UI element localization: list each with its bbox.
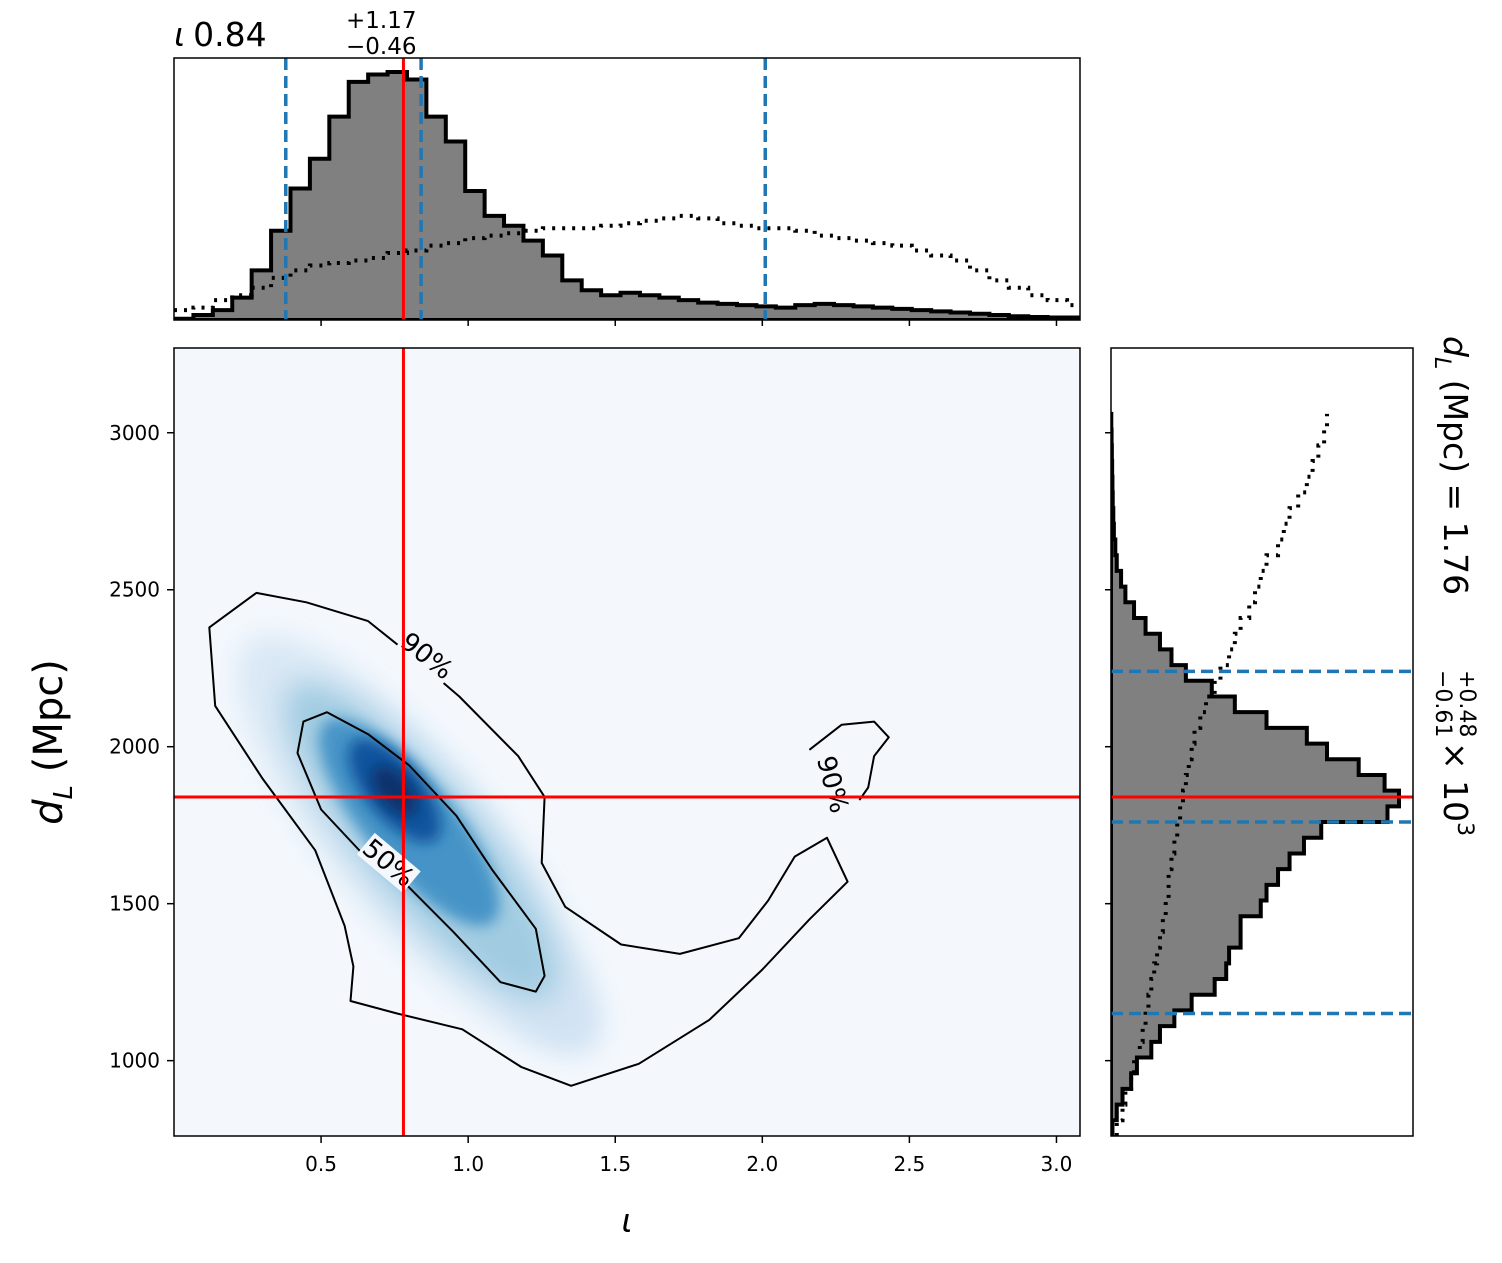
right-title-upper-error: +0.48 xyxy=(1454,670,1479,737)
top-panel-title: ι 0.84 xyxy=(174,15,267,54)
x-axis-label: ι xyxy=(621,1201,632,1240)
density-blobs xyxy=(236,634,602,1055)
truth-crosshair xyxy=(174,348,1080,1136)
contour-50 xyxy=(296,711,546,993)
top-panel-frame xyxy=(173,57,1081,321)
title-upper-error: +1.17 xyxy=(346,8,416,34)
right-histogram-content xyxy=(1111,411,1413,1136)
title-value: 0.84 xyxy=(193,15,266,54)
y-tick-label-3: 2500 xyxy=(109,578,160,602)
right-panel-title: dL (Mpc) = 1.76 +0.48 −0.61 × 103 xyxy=(1429,336,1479,836)
right-marginal-panel: dL (Mpc) = 1.76 +0.48 −0.61 × 103 xyxy=(1105,336,1479,1137)
contour-90-island xyxy=(808,720,890,801)
top-panel-ticks xyxy=(320,320,1058,326)
right-posterior-histogram xyxy=(1111,411,1401,1136)
x-tick-label-2: 1.5 xyxy=(599,1152,631,1176)
right-title-value: (Mpc) = 1.76 xyxy=(1436,369,1475,595)
joint-panel-frame xyxy=(173,347,1081,1137)
y-tick-label-1: 1500 xyxy=(109,892,160,916)
right-panel-ticks xyxy=(1105,432,1111,1062)
top-posterior-histogram xyxy=(174,70,1080,320)
y-axis-label: dL (Mpc) xyxy=(26,659,79,825)
x-tick-label-5: 3.0 xyxy=(1041,1152,1073,1176)
y-axis-unit: (Mpc) xyxy=(26,659,72,785)
right-title-symbol: d xyxy=(1436,336,1475,358)
right-title-lower-error: −0.61 xyxy=(1430,670,1455,737)
y-axis-symbol: d xyxy=(26,799,72,825)
joint-panel: 90%50%90% 0.5 1.0 1.5 2.0 2.5 3.0 1000 1500 2000… xyxy=(26,347,1081,1240)
right-title-exponent: 3 xyxy=(1452,822,1477,836)
joint-panel-ticks: 0.5 1.0 1.5 2.0 2.5 3.0 1000 1500 2000 2500 3000 xyxy=(109,421,1072,1176)
joint-density-heatmap: 90%50%90% xyxy=(174,348,1080,1136)
title-lower-error: −0.46 xyxy=(346,34,416,60)
right-title-scale-base: × 10 xyxy=(1436,742,1475,822)
right-title-subscript: L xyxy=(1429,357,1454,369)
x-tick-label-3: 2.0 xyxy=(746,1152,778,1176)
x-tick-label-4: 2.5 xyxy=(893,1152,925,1176)
top-prior-histogram xyxy=(174,213,1080,313)
x-tick-label-1: 1.0 xyxy=(452,1152,484,1176)
contour-90-main xyxy=(208,591,849,1087)
contour-label-gap-2 xyxy=(811,751,855,817)
top-marginal-panel: ι 0.84 +1.17 −0.46 xyxy=(173,8,1081,326)
right-title-scale: × 103 xyxy=(1436,742,1477,836)
right-panel-frame xyxy=(1110,347,1414,1137)
y-tick-label-2: 2000 xyxy=(109,735,160,759)
top-histogram-content xyxy=(174,58,1080,320)
x-tick-label-0: 0.5 xyxy=(305,1152,337,1176)
y-tick-label-0: 1000 xyxy=(109,1049,160,1073)
right-title-text: dL (Mpc) = 1.76 xyxy=(1429,336,1475,595)
contour-label-gap-0 xyxy=(394,626,460,686)
y-tick-label-4: 3000 xyxy=(109,421,160,445)
y-axis-subscript: L xyxy=(49,785,79,800)
density-peak xyxy=(371,765,418,816)
iota-symbol: ι xyxy=(174,15,185,54)
